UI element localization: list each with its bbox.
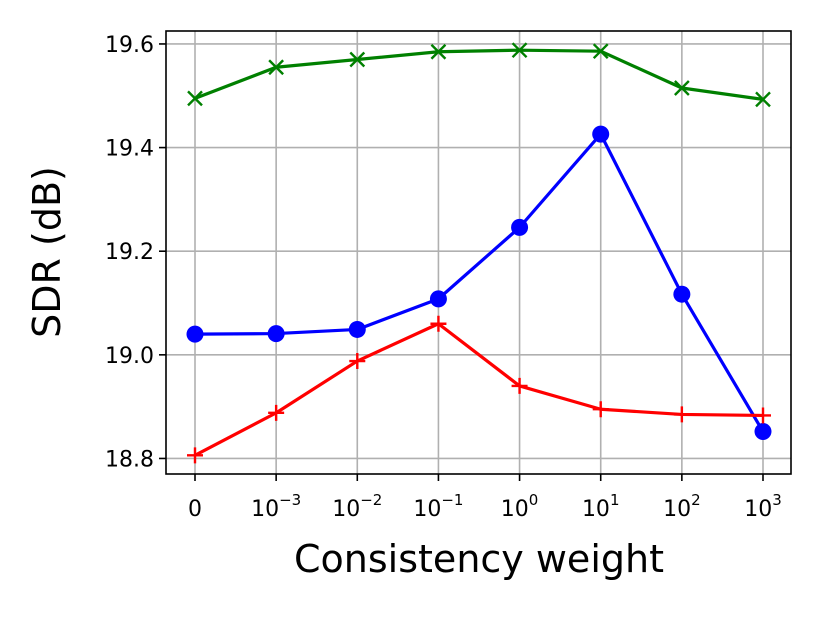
data-point (673, 285, 691, 303)
data-point (429, 290, 447, 308)
x-tick-label: 102 (663, 491, 701, 522)
x-tick-base: 10 (501, 497, 529, 522)
x-tick-base: 10 (332, 497, 360, 522)
x-tick-label: 0 (188, 497, 202, 522)
data-point (268, 59, 284, 76)
x-tick-label: 10−1 (413, 491, 463, 522)
series-line (194, 48, 764, 101)
x-tick-exponent: −2 (360, 491, 382, 509)
data-point (430, 315, 447, 332)
x-tick-label: 103 (744, 491, 782, 522)
data-point (511, 218, 529, 236)
data-point (349, 353, 366, 370)
y-tick-label: 19.2 (105, 240, 154, 265)
data-point (674, 80, 690, 96)
y-tick-label: 18.8 (105, 447, 154, 472)
x-tick-exponent: −1 (441, 491, 463, 509)
y-axis-title: SDR (dB) (25, 166, 69, 338)
x-tick-base: 10 (663, 497, 691, 522)
series-0 (187, 42, 771, 108)
x-tick-base: 10 (413, 497, 441, 522)
data-point (268, 404, 285, 421)
x-tick-base: 10 (582, 497, 610, 522)
data-point (348, 320, 366, 338)
data-point (511, 377, 528, 394)
series-1 (186, 125, 772, 441)
x-tick-exponent: 3 (772, 491, 782, 509)
y-tick-label: 19.0 (105, 344, 154, 369)
data-point (511, 42, 528, 59)
data-point (592, 125, 610, 143)
data-point (186, 325, 204, 343)
grid-lines (166, 31, 791, 474)
data-point (592, 43, 609, 60)
x-tick-exponent: −3 (279, 491, 301, 509)
data-point (430, 43, 447, 60)
x-tick-label: 101 (582, 491, 620, 522)
ticks-layer: 0 10−3 10−2 10−1 100 101 102 10318.819.019.219.… (105, 33, 782, 522)
data-point (187, 447, 203, 464)
y-tick-label: 19.4 (105, 137, 154, 162)
data-point (754, 423, 772, 441)
x-axis-title: Consistency weight (294, 537, 664, 581)
x-tick-base: 0 (188, 497, 202, 522)
data-point (349, 51, 366, 68)
series-line (194, 132, 765, 433)
series-2 (187, 315, 771, 464)
x-tick-base: 10 (251, 497, 279, 522)
x-tick-label: 10−3 (251, 491, 301, 522)
data-point (755, 91, 771, 108)
data-point (755, 407, 771, 424)
series-layer (186, 42, 772, 464)
series-line (194, 322, 764, 457)
x-tick-exponent: 0 (529, 491, 539, 509)
x-tick-exponent: 1 (610, 491, 620, 509)
x-tick-base: 10 (744, 497, 772, 522)
data-point (673, 406, 690, 423)
x-tick-label: 10−2 (332, 491, 382, 522)
plot-frame (165, 30, 792, 475)
data-point (267, 325, 285, 343)
x-tick-exponent: 2 (691, 491, 701, 509)
y-tick-label: 19.6 (105, 33, 154, 58)
x-tick-label: 100 (501, 491, 539, 522)
data-point (592, 401, 609, 418)
data-point (187, 90, 203, 107)
